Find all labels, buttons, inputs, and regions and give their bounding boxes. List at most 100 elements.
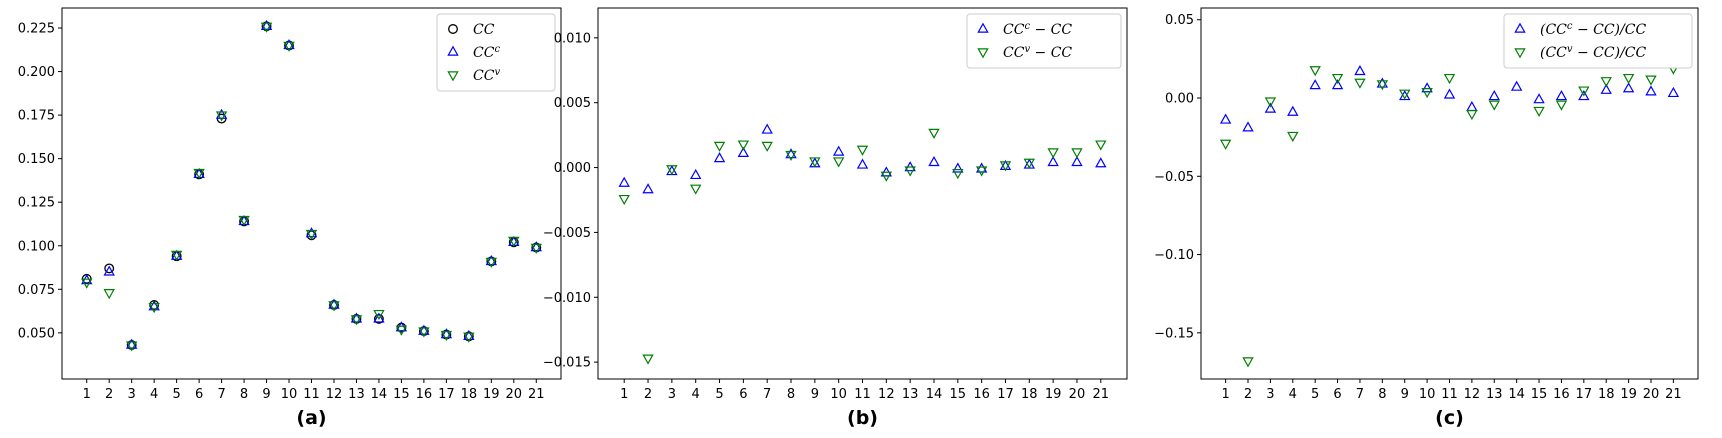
panel-a: 1 2 3 4 5 6 7 8 9 10 11 12 13 14 15 16 17 18 19 20 210.0500.…	[18, 7, 562, 429]
data-point-triangle-down	[260, 22, 273, 33]
x-tick-label: 15	[1531, 387, 1548, 402]
data-point-triangle-up	[530, 241, 542, 252]
legend-marker-triangle-down	[977, 48, 989, 59]
x-tick-label: 13	[348, 387, 365, 402]
data-point-triangle-up	[1667, 86, 1680, 98]
legend-label: CCc	[473, 44, 500, 62]
legend-marker-triangle-up	[1514, 22, 1526, 33]
data-point-triangle-up	[618, 176, 630, 187]
data-point-triangle-up	[1376, 77, 1389, 88]
x-tick-label: 9	[262, 387, 270, 402]
data-point-triangle-down	[1421, 88, 1433, 99]
legend-label: (CCc − CC)/CC	[1540, 21, 1646, 39]
data-point-triangle-up	[215, 108, 228, 119]
x-tick-label: 2	[644, 387, 652, 402]
data-point-triangle-up	[305, 227, 318, 238]
y-tick-label: 0.150	[18, 152, 55, 167]
data-point-triangle-down	[975, 166, 988, 177]
data-point-triangle-down	[1309, 66, 1321, 77]
legend: (CCc − CC)/CC (CCv − CC)/CC	[1503, 13, 1693, 69]
data-point-triangle-up	[440, 328, 453, 339]
x-tick-label: 6	[1333, 387, 1341, 402]
data-point-triangle-up	[148, 300, 160, 311]
x-tick-label: 11	[303, 387, 320, 402]
data-point-triangle-down	[328, 301, 340, 312]
x-tick-label: 20	[506, 387, 523, 402]
data-point-triangle-down	[880, 171, 893, 182]
x-tick-label: 4	[150, 387, 158, 402]
y-tick-label: −0.10	[1154, 248, 1194, 263]
data-point-triangle-up	[689, 168, 702, 180]
legend-box	[966, 13, 1122, 69]
data-point-triangle-up	[328, 298, 340, 309]
legend-label: CCv	[473, 67, 500, 85]
legend-box	[1503, 13, 1693, 69]
x-tick-label: 14	[926, 387, 943, 402]
data-point-triangle-down	[642, 354, 654, 365]
data-point-triangle-down	[418, 327, 430, 338]
data-point-triangle-down	[1023, 158, 1036, 169]
data-point-triangle-down	[508, 236, 520, 247]
data-point-triangle-up	[283, 39, 295, 50]
x-tick-label: 10	[281, 387, 298, 402]
y-tick-label: 0.050	[18, 326, 55, 341]
data-point-triangle-down	[1354, 78, 1366, 89]
legend-marker-triangle-up	[447, 45, 459, 56]
panel-label: (c)	[1435, 407, 1464, 429]
y-tick-label: −0.010	[543, 291, 591, 306]
data-point-triangle-up	[125, 338, 138, 349]
data-point-triangle-down	[1095, 140, 1107, 151]
data-point-triangle-up	[1600, 83, 1612, 94]
x-tick-label: 9	[1401, 387, 1409, 402]
legend-marker-circle	[448, 24, 458, 34]
x-tick-label: 17	[1576, 387, 1593, 402]
data-point-triangle-up	[373, 312, 385, 323]
data-point-triangle-down	[1264, 97, 1277, 108]
x-tick-label: 21	[1093, 387, 1110, 402]
data-point-triangle-up	[1095, 157, 1107, 168]
data-point-triangle-down	[737, 140, 750, 151]
x-tick-label: 12	[326, 387, 343, 402]
x-tick-label: 6	[195, 387, 203, 402]
x-tick-label: 7	[763, 387, 771, 402]
data-point-triangle-down	[1242, 357, 1254, 368]
data-point-triangle-down	[785, 150, 797, 162]
x-tick-label: 20	[1643, 387, 1660, 402]
data-point-triangle-up	[1645, 85, 1657, 96]
data-point-triangle-up	[856, 158, 869, 169]
data-point-triangle-down	[809, 157, 821, 168]
data-point-triangle-up	[952, 162, 964, 173]
y-tick-label: 0.00	[1165, 92, 1194, 107]
data-point-triangle-down	[999, 161, 1012, 172]
x-tick-label: 2	[1244, 387, 1252, 402]
data-point-triangle-up	[260, 19, 273, 31]
data-point-triangle-down	[904, 166, 916, 177]
data-point-triangle-down	[1622, 73, 1635, 85]
panel-label: (a)	[296, 407, 326, 429]
x-tick-label: 8	[787, 387, 795, 402]
x-tick-label: 15	[950, 387, 967, 402]
data-point-triangle-up	[1071, 155, 1083, 167]
x-tick-label: 19	[1045, 387, 1062, 402]
x-tick-label: 16	[1553, 387, 1570, 402]
legend: CC CCc CCv	[436, 13, 556, 92]
x-tick-label: 12	[1464, 387, 1481, 402]
x-tick-label: 9	[811, 387, 819, 402]
data-point-triangle-down	[350, 315, 363, 326]
x-tick-label: 5	[1311, 387, 1319, 402]
data-point-triangle-up	[928, 155, 940, 167]
x-tick-label: 2	[105, 387, 113, 402]
panel-label: (b)	[847, 407, 878, 429]
data-point-triangle-up	[1219, 113, 1232, 124]
data-point-triangle-down	[373, 309, 385, 321]
data-point-triangle-down	[952, 169, 964, 180]
x-tick-label: 16	[973, 387, 990, 402]
x-tick-label: 5	[715, 387, 723, 402]
data-point-circle	[104, 263, 115, 274]
data-point-triangle-down	[1331, 73, 1344, 85]
x-tick-label: 17	[438, 387, 455, 402]
x-tick-label: 5	[172, 387, 180, 402]
data-point-triangle-down	[485, 257, 498, 268]
panel-c: 1 2 3 4 5 6 7 8 9 10 11 12 13 14 15 16 17 18 19 20 21−0.15−0…	[1154, 7, 1699, 429]
